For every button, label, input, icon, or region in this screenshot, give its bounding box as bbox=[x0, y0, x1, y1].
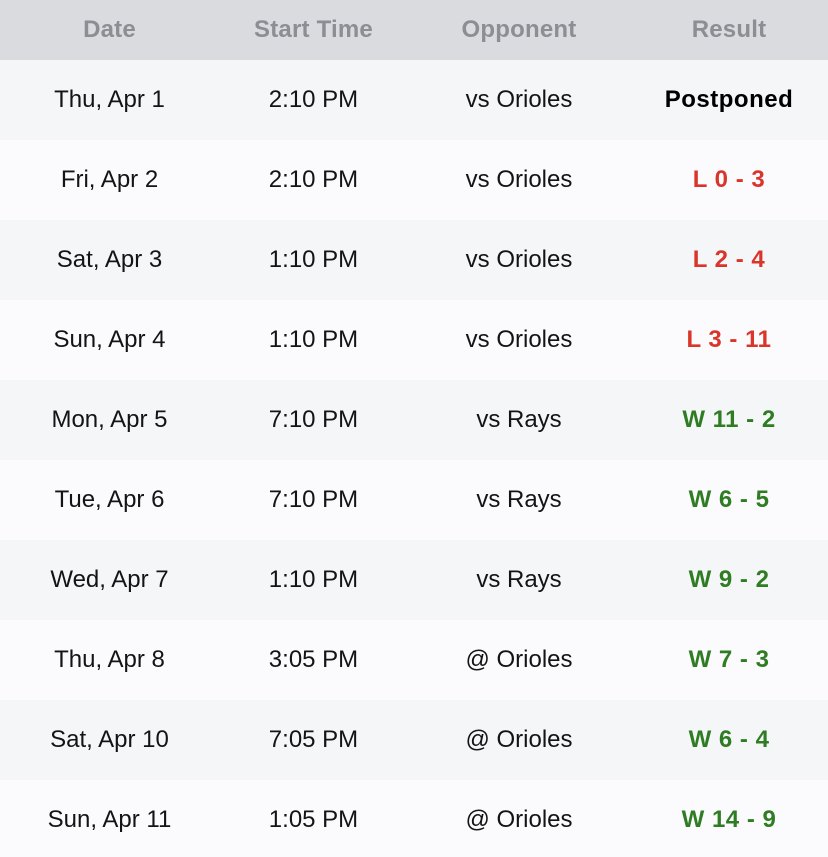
table-row[interactable]: Wed, Apr 7 1:10 PM vs Rays W 9 - 2 bbox=[0, 540, 828, 620]
table-row[interactable]: Tue, Apr 6 7:10 PM vs Rays W 6 - 5 bbox=[0, 460, 828, 540]
start-time-cell: 2:10 PM bbox=[268, 166, 359, 193]
date-cell: Sat, Apr 10 bbox=[50, 726, 169, 753]
table-header: Date Start Time Opponent Result bbox=[0, 0, 828, 60]
date-cell: Sun, Apr 4 bbox=[53, 326, 166, 353]
date-cell: Mon, Apr 5 bbox=[51, 406, 168, 433]
result-cell: L 0 - 3 bbox=[692, 166, 766, 193]
start-time-cell: 1:10 PM bbox=[268, 566, 359, 593]
result-cell: W 11 - 2 bbox=[682, 406, 776, 433]
opponent-cell: @ Orioles bbox=[465, 646, 573, 673]
date-cell: Thu, Apr 1 bbox=[54, 86, 165, 113]
start-time-cell: 1:05 PM bbox=[268, 806, 359, 833]
result-cell: W 6 - 5 bbox=[688, 486, 770, 513]
opponent-cell: vs Rays bbox=[476, 566, 562, 593]
header-result[interactable]: Result bbox=[691, 16, 767, 43]
opponent-cell: vs Rays bbox=[476, 486, 562, 513]
date-cell: Thu, Apr 8 bbox=[54, 646, 165, 673]
start-time-cell: 7:10 PM bbox=[268, 486, 359, 513]
table-row[interactable]: Fri, Apr 2 2:10 PM vs Orioles L 0 - 3 bbox=[0, 140, 828, 220]
start-time-cell: 1:10 PM bbox=[268, 246, 359, 273]
result-cell: Postponed bbox=[664, 86, 794, 113]
start-time-cell: 3:05 PM bbox=[268, 646, 359, 673]
header-date[interactable]: Date bbox=[83, 16, 136, 43]
result-cell: W 9 - 2 bbox=[688, 566, 770, 593]
table-row[interactable]: Mon, Apr 5 7:10 PM vs Rays W 11 - 2 bbox=[0, 380, 828, 460]
result-cell: W 14 - 9 bbox=[681, 806, 777, 833]
table-row[interactable]: Sun, Apr 11 1:05 PM @ Orioles W 14 - 9 bbox=[0, 780, 828, 857]
header-opponent[interactable]: Opponent bbox=[461, 16, 577, 43]
opponent-cell: @ Orioles bbox=[465, 726, 573, 753]
table-row[interactable]: Sun, Apr 4 1:10 PM vs Orioles L 3 - 11 bbox=[0, 300, 828, 380]
start-time-cell: 2:10 PM bbox=[268, 86, 359, 113]
date-cell: Sat, Apr 3 bbox=[56, 246, 163, 273]
result-cell: L 3 - 11 bbox=[686, 326, 772, 353]
date-cell: Fri, Apr 2 bbox=[60, 166, 159, 193]
table-row[interactable]: Thu, Apr 1 2:10 PM vs Orioles Postponed bbox=[0, 60, 828, 140]
start-time-cell: 1:10 PM bbox=[268, 326, 359, 353]
date-cell: Wed, Apr 7 bbox=[50, 566, 169, 593]
result-cell: W 6 - 4 bbox=[688, 726, 770, 753]
opponent-cell: @ Orioles bbox=[465, 806, 573, 833]
date-cell: Sun, Apr 11 bbox=[47, 806, 172, 833]
opponent-cell: vs Orioles bbox=[465, 166, 573, 193]
table-row[interactable]: Sat, Apr 3 1:10 PM vs Orioles L 2 - 4 bbox=[0, 220, 828, 300]
start-time-cell: 7:10 PM bbox=[268, 406, 359, 433]
table-row[interactable]: Thu, Apr 8 3:05 PM @ Orioles W 7 - 3 bbox=[0, 620, 828, 700]
opponent-cell: vs Rays bbox=[476, 406, 562, 433]
table-row[interactable]: Sat, Apr 10 7:05 PM @ Orioles W 6 - 4 bbox=[0, 700, 828, 780]
opponent-cell: vs Orioles bbox=[465, 246, 573, 273]
opponent-cell: vs Orioles bbox=[465, 326, 573, 353]
result-cell: L 2 - 4 bbox=[692, 246, 766, 273]
opponent-cell: vs Orioles bbox=[465, 86, 573, 113]
result-cell: W 7 - 3 bbox=[688, 646, 770, 673]
header-start-time[interactable]: Start Time bbox=[254, 16, 373, 43]
start-time-cell: 7:05 PM bbox=[268, 726, 359, 753]
date-cell: Tue, Apr 6 bbox=[54, 486, 165, 513]
